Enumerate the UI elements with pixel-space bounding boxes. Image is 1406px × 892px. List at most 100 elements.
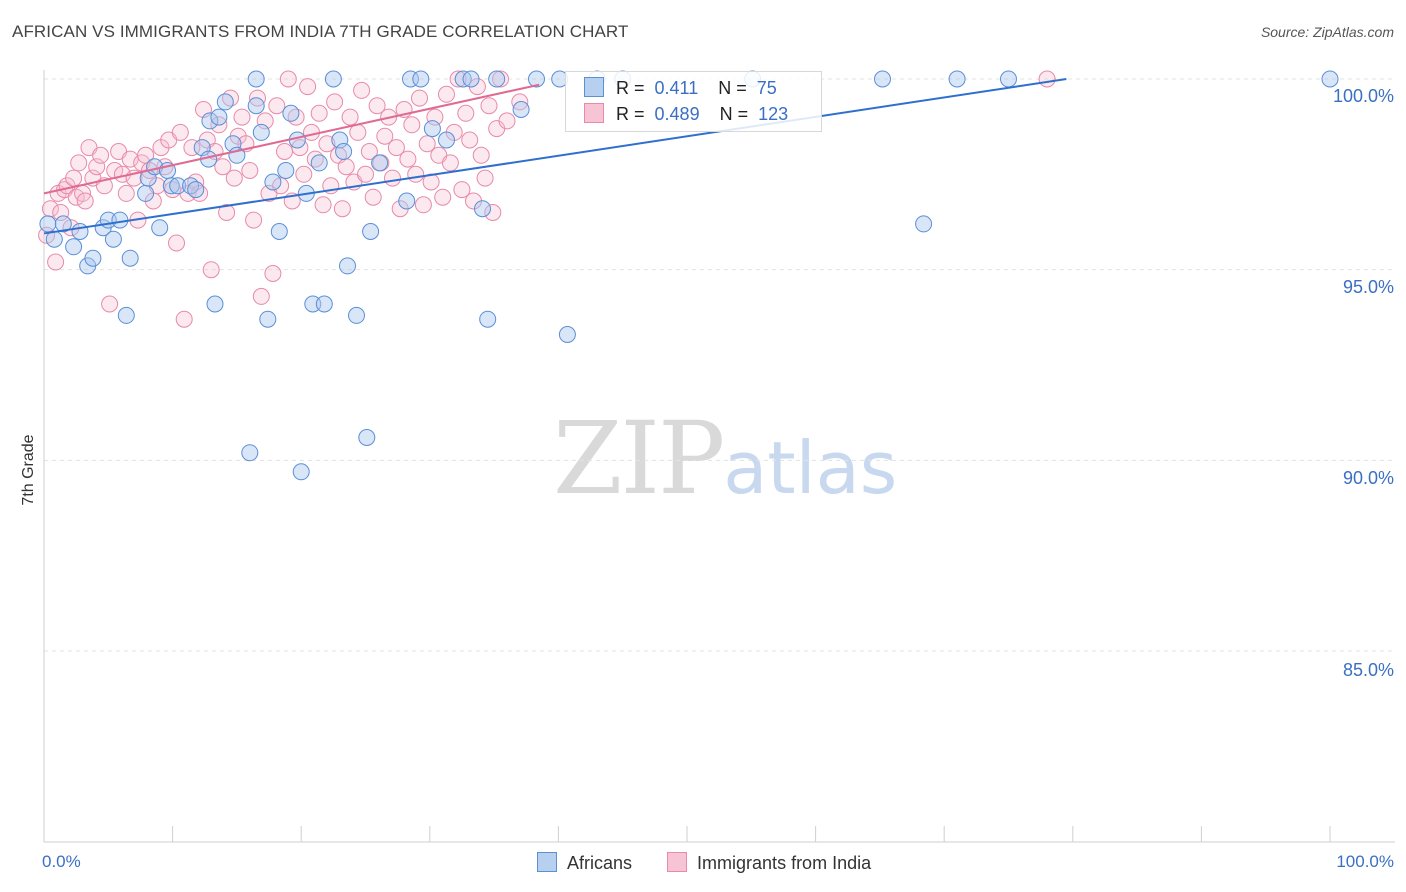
point-africans <box>324 70 342 88</box>
point-africans <box>259 310 277 328</box>
legend-r-value: 0.411 <box>654 78 699 98</box>
point-africans <box>310 154 328 172</box>
point-africans <box>412 70 430 88</box>
point-africans <box>111 211 129 229</box>
point-africans <box>1321 70 1339 88</box>
point-india <box>326 93 344 111</box>
point-india <box>303 123 320 141</box>
point-india <box>241 162 259 179</box>
legend-r-label: R = <box>616 104 645 124</box>
point-india <box>360 143 378 160</box>
point-africans <box>121 249 139 267</box>
point-india <box>214 158 232 176</box>
point-africans <box>528 70 545 88</box>
legend-r-label: R = <box>616 78 645 98</box>
point-india <box>76 192 94 210</box>
point-india <box>376 127 394 145</box>
point-africans <box>335 143 353 160</box>
point-africans <box>264 173 282 191</box>
point-india <box>65 169 83 187</box>
point-india <box>268 97 286 115</box>
series-india-points <box>38 70 1056 328</box>
point-africans <box>339 257 356 275</box>
bottom-legend: Africans Immigrants from India <box>537 852 901 874</box>
y-tick-label-100: 100.0% <box>1332 86 1394 106</box>
point-africans <box>84 249 102 267</box>
point-africans <box>39 215 57 233</box>
legend-n-value: 75 <box>756 78 777 98</box>
point-india <box>457 104 475 122</box>
point-africans <box>137 184 155 202</box>
source-label: Source: ZipAtlas.com <box>1260 24 1394 40</box>
point-india <box>349 123 367 141</box>
point-india <box>276 143 293 160</box>
point-india <box>418 135 436 153</box>
trend-lines <box>43 78 1067 235</box>
point-africans <box>241 444 259 462</box>
point-africans <box>423 120 441 138</box>
point-africans <box>292 463 310 481</box>
legend-n-label: N = <box>719 104 749 124</box>
point-africans <box>187 181 205 199</box>
trend-line-india <box>43 83 540 195</box>
point-india <box>101 295 119 313</box>
point-africans <box>474 200 491 218</box>
point-india <box>264 265 282 282</box>
y-tick-label-85: 85.0% <box>1342 660 1394 680</box>
point-india <box>498 112 516 130</box>
point-india <box>183 139 201 157</box>
legend-n-label: N = <box>718 78 747 98</box>
y-axis-label: 7th Grade <box>20 434 37 506</box>
point-africans <box>65 238 83 256</box>
point-africans <box>398 192 416 210</box>
chart-title: AFRICAN VS IMMIGRANTS FROM INDIA 7TH GRA… <box>12 22 629 41</box>
point-india <box>171 123 189 141</box>
point-india <box>295 165 313 183</box>
watermark-zip: ZIP <box>553 400 725 517</box>
point-india <box>337 158 355 176</box>
correlation-legend: R = 0.411 N = 75 R = 0.489 N = 123 <box>565 71 822 132</box>
point-africans <box>252 123 270 141</box>
legend-swatch-africans <box>537 852 557 872</box>
point-africans <box>162 177 180 195</box>
point-india <box>168 234 185 252</box>
point-india <box>318 135 336 153</box>
legend-swatch-africans <box>584 77 604 97</box>
point-africans <box>438 131 455 149</box>
point-india <box>279 70 297 88</box>
point-india <box>70 154 88 172</box>
legend-r-value: 0.489 <box>654 104 700 124</box>
point-india <box>92 146 110 164</box>
y-tick-label-90: 90.0% <box>1342 468 1394 488</box>
legend-n-value: 123 <box>758 104 789 124</box>
trend-line-africans <box>43 78 1067 235</box>
legend-item-africans[interactable]: Africans <box>537 852 632 874</box>
point-india <box>1038 70 1056 88</box>
point-india <box>357 165 374 183</box>
legend-swatch-india <box>667 852 688 872</box>
point-africans <box>948 70 966 88</box>
y-tick-label-95: 95.0% <box>1342 277 1394 297</box>
point-africans <box>54 215 72 233</box>
point-africans <box>206 295 224 313</box>
point-india <box>233 108 251 126</box>
point-india <box>245 211 263 229</box>
point-africans <box>315 295 333 313</box>
point-india <box>341 108 359 126</box>
point-india <box>414 196 432 214</box>
point-africans <box>358 429 376 446</box>
point-india <box>218 204 236 221</box>
point-india <box>47 253 65 271</box>
point-africans <box>247 70 265 88</box>
point-india <box>461 131 479 149</box>
legend-item-india[interactable]: Immigrants from India <box>667 852 871 874</box>
point-india <box>314 196 332 214</box>
point-india <box>272 177 290 195</box>
point-africans <box>247 97 265 115</box>
point-india <box>353 81 371 99</box>
legend-row-india: R = 0.489 N = 123 <box>584 103 788 127</box>
point-india <box>399 150 417 168</box>
point-africans <box>402 70 419 88</box>
point-india <box>480 97 498 115</box>
